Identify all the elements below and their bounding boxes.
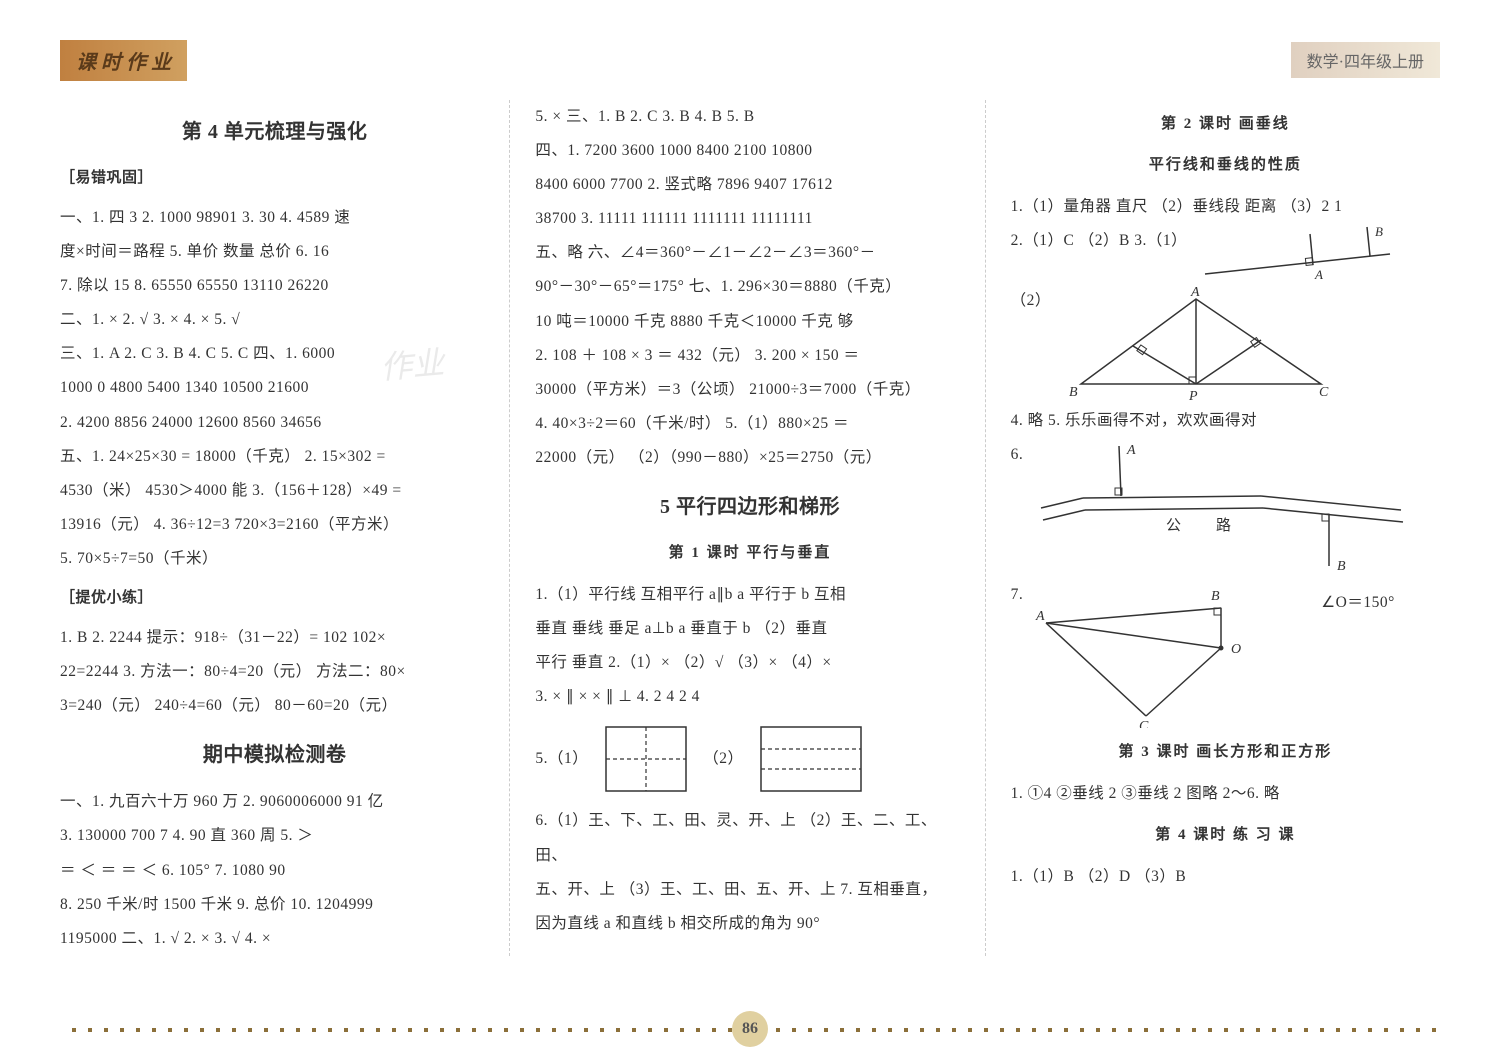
col2-line: 五、开、上 （3）王、工、田、五、开、上 7. 互相垂直， [535,873,964,907]
svg-text:P: P [1188,389,1198,404]
col1-line: 一、1. 四 3 2. 1000 98901 3. 30 4. 4589 速 [60,201,489,235]
q5-label1: 5.（1） [535,742,588,776]
col1-title1: 第 4 单元梳理与强化 [60,110,489,154]
svg-text:A: A [1035,609,1045,624]
point-B-label: B [1375,224,1383,239]
lesson1-title: 第 1 课时 平行与垂直 [535,537,964,570]
page-number: 86 [732,1011,768,1047]
col1-line: 度×时间＝路程 5. 单价 数量 总价 6. 16 [60,235,489,269]
svg-text:公: 公 [1166,518,1182,534]
col1-line: 二、1. × 2. √ 3. × 4. × 5. √ [60,303,489,337]
svg-text:B: B [1069,385,1078,400]
q2-label: （2） [1011,284,1051,318]
col2-title: 5 平行四边形和梯形 [535,485,964,529]
col2-line: 四、1. 7200 3600 1000 8400 2100 10800 [535,134,964,168]
col1-sub1: ［易错巩固］ [60,162,489,195]
header-left-label: 课 时 作 业 [60,40,187,81]
q6-row: 6. A 公 路 B [1011,438,1440,578]
square-diagram-1 [598,719,693,799]
col3-line: 1.（1）量角器 直尺 （2）垂线段 距离 （3）2 1 [1011,190,1440,224]
col2-line: 垂直 垂线 垂足 a⊥b a 垂直于 b （2）垂直 [535,612,964,646]
col3-line: 2.（1）C （2）B 3.（1） [1011,224,1187,258]
col2-line: 22000（元） （2）（990－880）×25＝2750（元） [535,441,964,475]
col3-line: 4. 略 5. 乐乐画得不对，欢欢画得对 [1011,404,1440,438]
col1-line: 13916（元） 4. 36÷12=3 720×3=2160（平方米） [60,508,489,542]
column-3: 第 2 课时 画垂线 平行线和垂线的性质 1.（1）量角器 直尺 （2）垂线段 … [1011,100,1440,956]
col2-line: 平行 垂直 2.（1）× （2）√ （3）× （4）× [535,646,964,680]
col1-line: 2. 4200 8856 24000 12600 8560 34656 [60,406,489,440]
q6-label: 6. [1011,438,1024,472]
q5-diagrams: 5.（1） （2） [535,719,964,799]
col1-line: ＝ ＜ ＝ ＝ ＜ 6. 105° 7. 1080 90 [60,854,489,888]
angle-label: ∠O＝150° [1321,586,1395,620]
col1-line: 5. 70×5÷7=50（千米） [60,542,489,576]
road-diagram: A 公 路 B [1031,438,1411,578]
col1-line: 8. 250 千米/时 1500 千米 9. 总价 10. 1204999 [60,888,489,922]
svg-text:A: A [1126,443,1136,458]
col2-line: 4. 40×3÷2＝60（千米/时） 5.（1）880×25 ＝ [535,407,964,441]
page-footer: 86 [0,1011,1500,1047]
q5-label2: （2） [703,742,743,776]
column-1: 第 4 单元梳理与强化 ［易错巩固］ 一、1. 四 3 2. 1000 9890… [60,100,510,956]
col1-line: 一、1. 九百六十万 960 万 2. 9060006000 91 亿 [60,785,489,819]
perpendicular-diagram-1: A B [1195,224,1395,284]
col2-line: 6.（1）王、下、工、田、灵、开、上 （2）王、二、工、田、 [535,804,964,872]
triangle-diagram: A B P C [1061,284,1341,404]
col2-line: 5. × 三、1. B 2. C 3. B 4. B 5. B [535,100,964,134]
watermark: 作业 [378,337,446,388]
column-2: 5. × 三、1. B 2. C 3. B 4. B 5. B 四、1. 720… [535,100,985,956]
point-A-label: A [1314,267,1323,282]
col1-line: 22=2244 3. 方法一：80÷4=20（元） 方法二：80× [60,655,489,689]
svg-text:B: B [1337,559,1346,574]
svg-text:A: A [1190,285,1200,300]
col2-line: 90°－30°－65°＝175° 七、1. 296×30＝8880（千克） [535,270,964,304]
col1-sub2: ［提优小练］ [60,582,489,615]
col1-line: 3=240（元） 240÷4=60（元） 80－60=20（元） [60,689,489,723]
header-right-label: 数学·四年级上册 [1291,42,1440,78]
lesson3-title: 第 3 课时 画长方形和正方形 [1011,736,1440,769]
q2-3-1-row: 2.（1）C （2）B 3.（1） A B [1011,224,1440,284]
q7-row: 7. A B O C ∠O＝150° [1011,578,1440,728]
col1-line: 4530（米） 4530＞4000 能 3.（156＋128）×49 = [60,474,489,508]
svg-text:C: C [1319,385,1329,400]
col2-line: 30000（平方米）＝3（公顷） 21000÷3＝7000（千克） [535,373,964,407]
col1-line: 1. B 2. 2244 提示：918÷（31－22）= 102 102× [60,621,489,655]
col3-line: 1. ①4 ②垂线 2 ③垂线 2 图略 2～6. 略 [1011,777,1440,811]
col1-title2: 期中模拟检测卷 [60,733,489,777]
svg-text:B: B [1211,589,1220,604]
col2-line: 38700 3. 11111 111111 1111111 11111111 [535,202,964,236]
lesson2-sub: 平行线和垂线的性质 [1011,149,1440,182]
main-content: 第 4 单元梳理与强化 ［易错巩固］ 一、1. 四 3 2. 1000 9890… [60,100,1440,956]
angle-diagram: A B O C [1031,578,1311,728]
lesson2-title: 第 2 课时 画垂线 [1011,108,1440,141]
col1-line: 3. 130000 700 7 4. 90 直 360 周 5. ＞ [60,819,489,853]
col2-line: 8400 6000 7700 2. 竖式略 7896 9407 17612 [535,168,964,202]
col2-line: 因为直线 a 和直线 b 相交所成的角为 90° [535,907,964,941]
col2-line: 五、略 六、∠4＝360°－∠1－∠2－∠3＝360°－ [535,236,964,270]
col2-line: 10 吨＝10000 千克 8880 千克＜10000 千克 够 [535,305,964,339]
q2-row: （2） A B P C [1011,284,1440,404]
col2-line: 3. × ∥ × × ∥ ⊥ 4. 2 4 2 4 [535,680,964,714]
svg-text:路: 路 [1216,517,1232,534]
col1-line: 五、1. 24×25×30 = 18000（千克） 2. 15×302 = [60,440,489,474]
svg-text:O: O [1231,642,1242,657]
q7-label: 7. [1011,578,1024,612]
col1-line: 1195000 二、1. √ 2. × 3. √ 4. × [60,922,489,956]
col2-line: 1.（1）平行线 互相平行 a∥b a 平行于 b 互相 [535,578,964,612]
page-header: 课 时 作 业 数学·四年级上册 [60,40,1440,80]
svg-text:C: C [1139,719,1149,728]
col2-line: 2. 108 ＋ 108 × 3 ＝ 432（元） 3. 200 × 150 ＝ [535,339,964,373]
col3-line: 1.（1）B （2）D （3）B [1011,860,1440,894]
col1-line: 7. 除以 15 8. 65550 65550 13110 26220 [60,269,489,303]
lesson4-title: 第 4 课时 练 习 课 [1011,819,1440,852]
square-diagram-2 [753,719,868,799]
